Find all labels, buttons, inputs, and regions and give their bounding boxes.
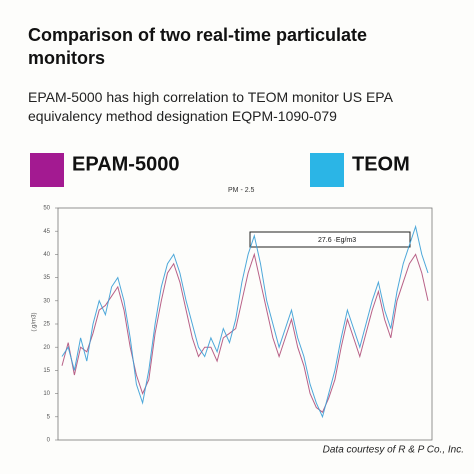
legend-swatch [310, 153, 344, 187]
subtitle-box: EPAM-5000 has high correlation to TEOM m… [28, 89, 393, 124]
y-tick-label: 40 [43, 252, 50, 258]
callout-box [249, 231, 411, 248]
series-line [61, 252, 429, 413]
series-line [61, 224, 429, 419]
y-tick-label: 5 [47, 414, 51, 420]
callout: 27.6 ·Eg/m3 [318, 237, 356, 244]
legend-label: EPAM-5000 [72, 153, 179, 175]
y-tick-label: 25 [43, 322, 50, 328]
chart-title: Comparison of two real-time particulate … [28, 25, 368, 68]
y-tick-label: 15 [43, 368, 50, 374]
y-tick-label: 10 [43, 391, 50, 397]
y-axis-label: (.g/m3) [32, 312, 38, 331]
legend-swatch [30, 153, 64, 187]
annotation: PM - 2.5 [228, 187, 255, 194]
chart-subtitle: EPAM-5000 has high correlation to TEOM m… [28, 89, 393, 124]
y-tick-label: 30 [43, 298, 50, 304]
y-tick-label: 50 [43, 206, 50, 212]
y-tick-label: 35 [43, 275, 50, 281]
credit: Data courtesy of R & P Co., Inc. [323, 445, 464, 456]
legend-label: TEOM [352, 153, 410, 175]
y-tick-label: 0 [47, 438, 51, 444]
y-tick-label: 45 [43, 229, 50, 235]
y-tick-label: 20 [43, 345, 50, 351]
title-box: Comparison of two real-time particulate … [28, 25, 368, 68]
